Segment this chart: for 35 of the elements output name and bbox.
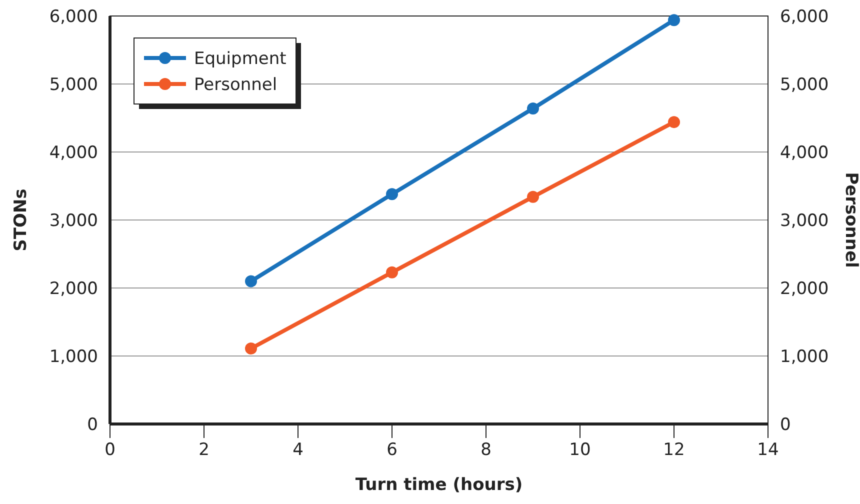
y2-tick-label: 0: [780, 415, 791, 435]
y-tick-label: 0: [87, 415, 98, 435]
y2-tick-label: 3,000: [780, 211, 829, 231]
x-tick-label: 12: [663, 440, 685, 460]
x-tick-label: 10: [569, 440, 591, 460]
legend-label: Personnel: [194, 75, 278, 95]
x-tick-label: 6: [386, 440, 398, 460]
point: [668, 116, 680, 128]
legend-label: Equipment: [194, 49, 287, 69]
point: [245, 342, 257, 355]
y-tick-label: 5,000: [49, 75, 98, 95]
x-tick-label: 14: [757, 440, 779, 460]
y2-tick-label: 2,000: [780, 279, 829, 299]
x-tick-label: 0: [104, 440, 116, 460]
y-axis-title: STONs: [11, 188, 31, 252]
point: [668, 14, 680, 26]
y-tick-label: 4,000: [49, 143, 98, 163]
point: [245, 275, 257, 288]
y2-tick-label: 6,000: [780, 7, 829, 27]
y-tick-label: 6,000: [49, 7, 98, 27]
y2-tick-label: 1,000: [780, 347, 829, 367]
y-tick-label: 2,000: [49, 279, 98, 299]
y2-tick-label: 4,000: [780, 143, 829, 163]
x-tick-label: 8: [480, 440, 492, 460]
point: [386, 266, 398, 278]
y-tick-label: 3,000: [49, 211, 98, 231]
y2-tick-label: 5,000: [780, 75, 829, 95]
x-tick-label: 2: [198, 440, 210, 460]
point: [527, 190, 539, 203]
x-tick-label: 4: [292, 440, 304, 460]
point: [386, 188, 398, 200]
point: [527, 102, 539, 114]
y-tick-label: 1,000: [49, 347, 98, 367]
y2-axis-title: Personnel: [841, 172, 860, 268]
x-axis-title: Turn time (hours): [355, 475, 523, 495]
